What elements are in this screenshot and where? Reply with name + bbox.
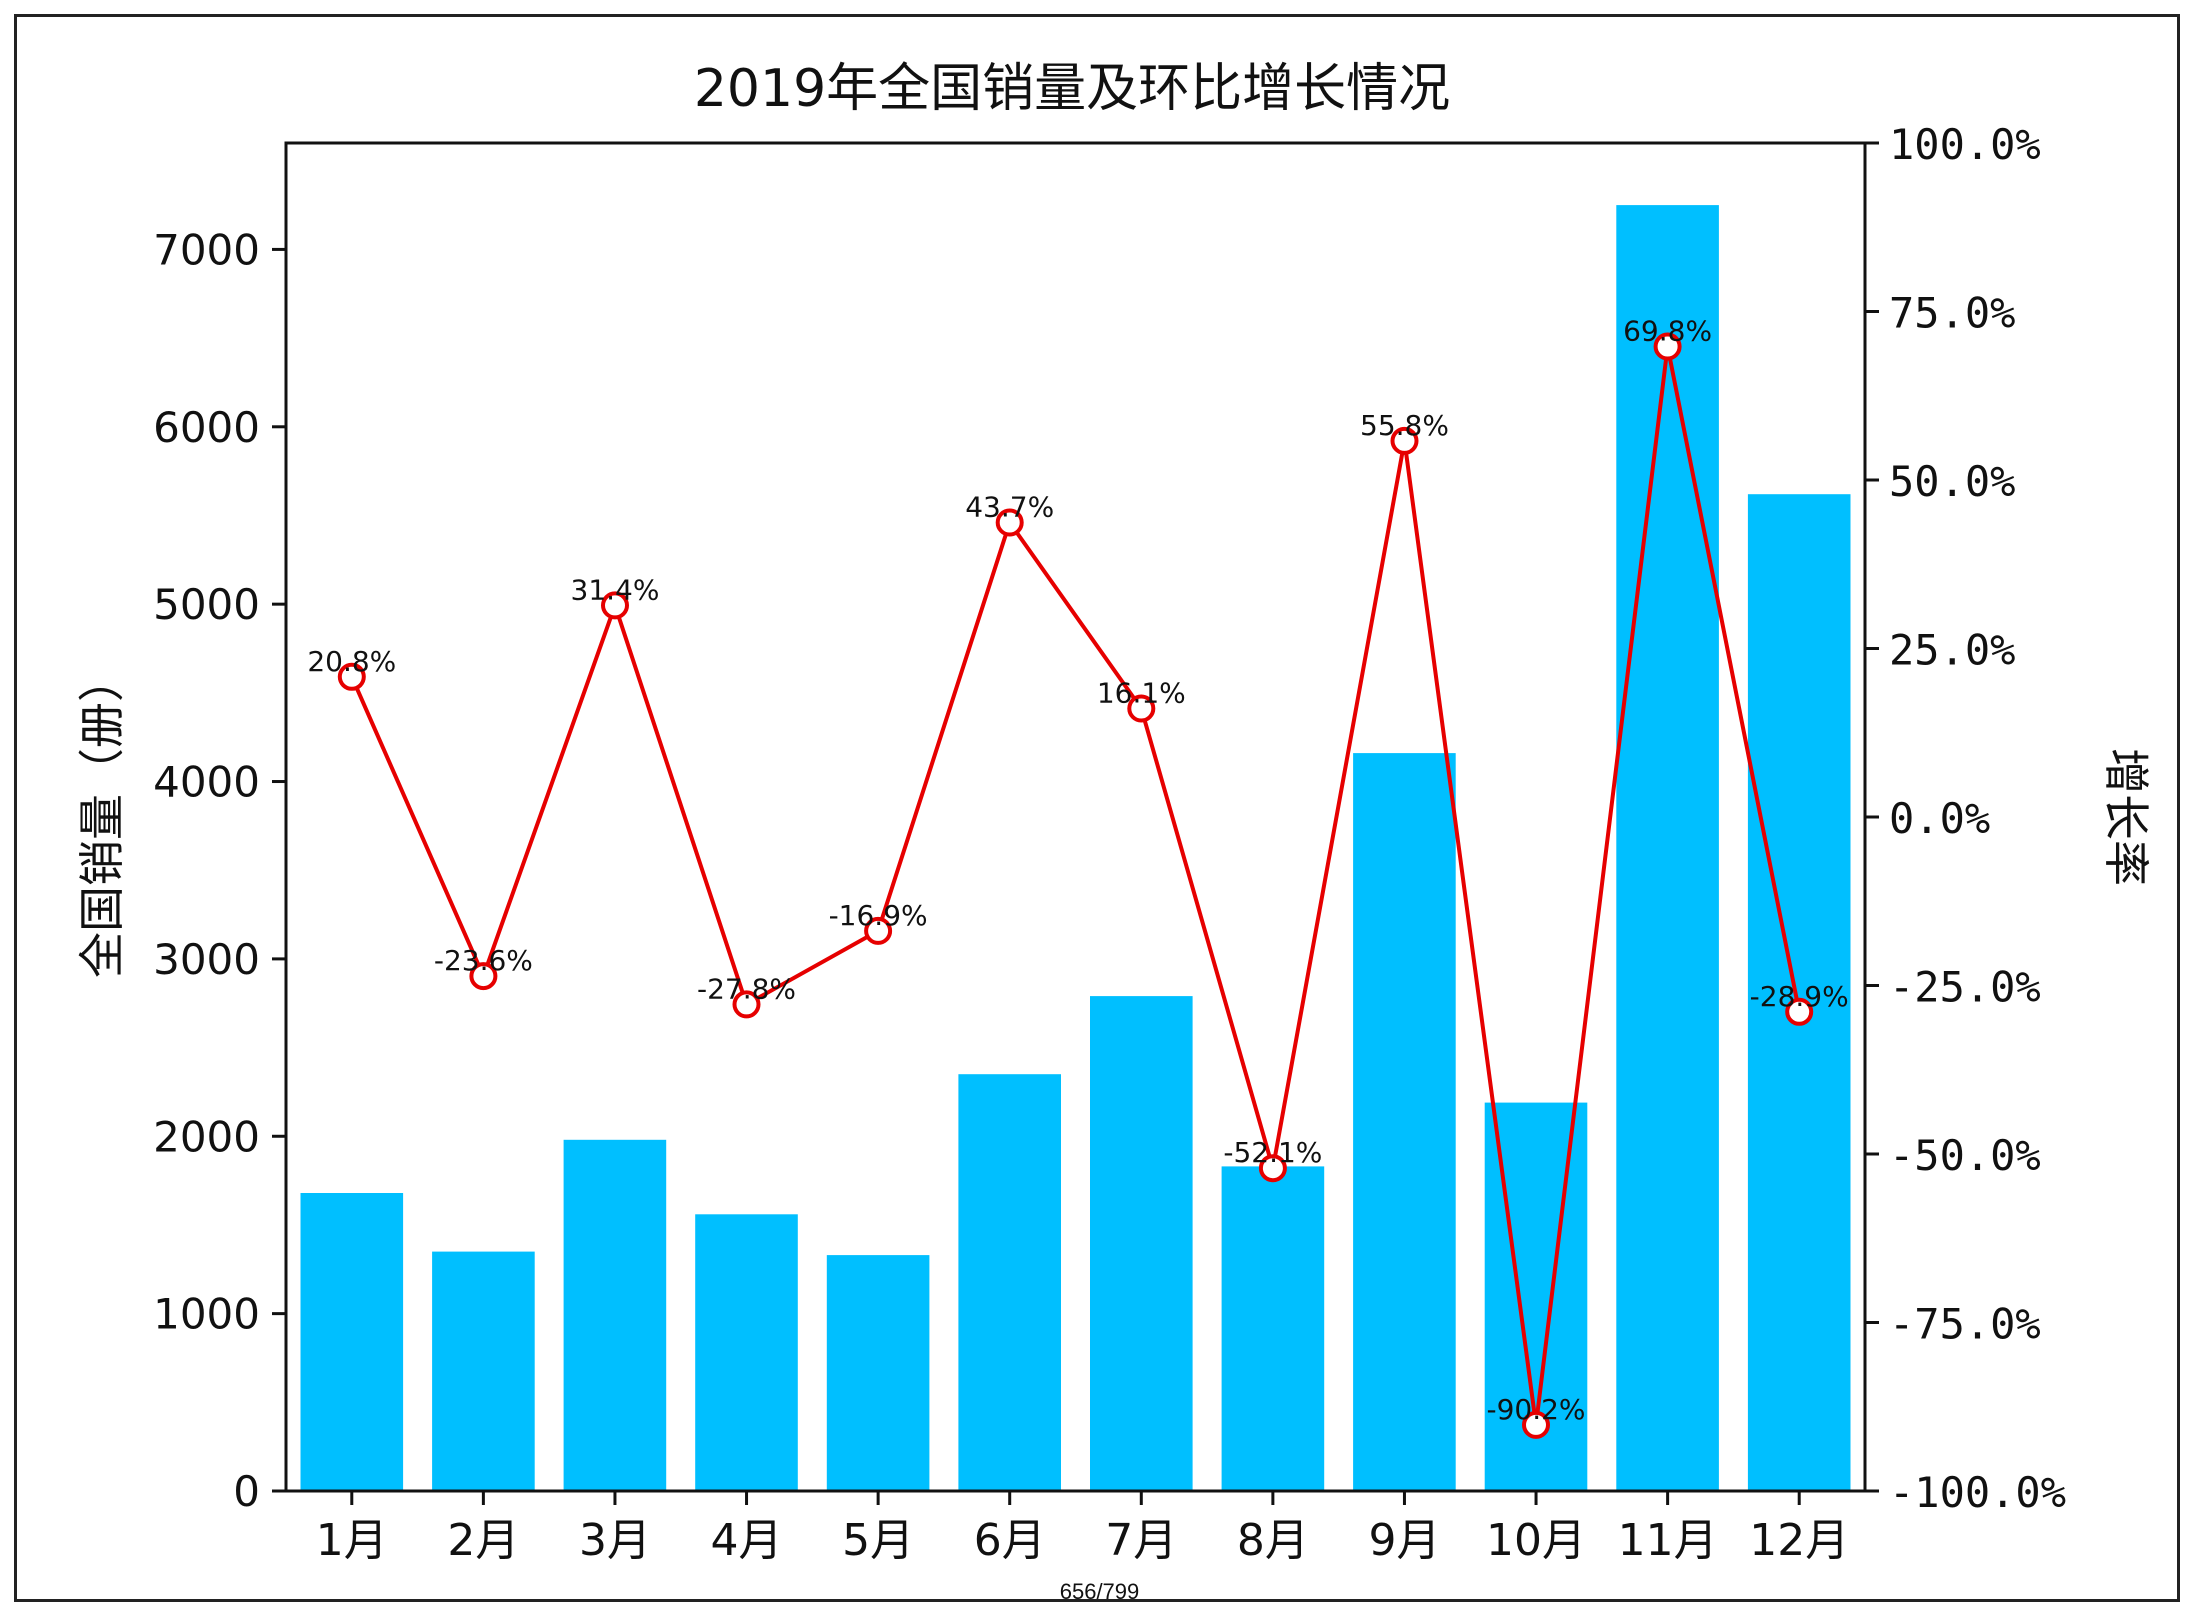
x-tick-label: 1月 <box>316 1515 388 1566</box>
right-tick-label: 75.0% <box>1889 289 2015 338</box>
x-tick-label: 4月 <box>711 1515 783 1566</box>
x-tick-label: 8月 <box>1237 1515 1309 1566</box>
growth-label-8: -52.1% <box>1223 1136 1322 1169</box>
left-tick-label: 0 <box>233 1467 260 1516</box>
x-tick-label: 9月 <box>1368 1515 1440 1566</box>
left-tick-label: 2000 <box>153 1112 260 1161</box>
x-tick-label: 10月 <box>1486 1515 1586 1566</box>
growth-point-11 <box>1653 332 1682 361</box>
left-tick-label: 6000 <box>153 403 260 452</box>
right-tick-label: -25.0% <box>1889 963 2041 1012</box>
left-tick-label: 4000 <box>153 758 260 807</box>
growth-label-3: 31.4% <box>571 573 660 606</box>
right-tick-label: 0.0% <box>1889 794 1990 843</box>
right-tick-label: 100.0% <box>1889 120 2041 169</box>
growth-point-9 <box>1390 426 1419 455</box>
growth-point-10 <box>1522 1410 1550 1439</box>
bar-4 <box>695 1214 798 1491</box>
bar-8 <box>1221 1166 1325 1491</box>
bar-7 <box>1090 996 1193 1491</box>
bar-5 <box>826 1255 930 1491</box>
x-tick-label: 7月 <box>1105 1515 1177 1566</box>
growth-point-8 <box>1258 1154 1287 1183</box>
left-y-axis: 0 1000 2000 3000 4000 5000 6000 7000 <box>153 225 286 1516</box>
left-tick-label: 5000 <box>153 580 260 629</box>
x-tick-label: 3月 <box>579 1515 651 1566</box>
right-tick-label: -100.0% <box>1889 1468 2066 1517</box>
x-tick-label: 12月 <box>1749 1515 1849 1566</box>
growth-point-2 <box>469 962 498 991</box>
bar-1 <box>300 1193 404 1491</box>
growth-line-series: 20.8% -23.6% 31.4% -27.8% -16.9% 43.7% 16.1% -5… <box>307 315 1849 1439</box>
chart-title: 2019年全国销量及环比增长情况 <box>694 59 1450 119</box>
x-tick-label: 5月 <box>842 1515 914 1566</box>
x-axis: 1月 2月 3月 4月 5月 6月 7月 8月 9月 10月 11月 12月 <box>316 1491 1849 1566</box>
x-tick-label: 11月 <box>1618 1515 1718 1566</box>
right-y-axis: -100.0% -75.0% -50.0% -25.0% 0.0% 25.0% 50.0% 7… <box>1865 120 2066 1517</box>
x-tick-label: 2月 <box>447 1515 519 1566</box>
bar-2 <box>432 1251 535 1491</box>
growth-label-9: 55.8% <box>1360 409 1449 442</box>
bar-12 <box>1747 494 1851 1491</box>
figure-frame <box>14 14 2180 1602</box>
bar-3 <box>563 1139 667 1491</box>
left-tick-label: 7000 <box>153 225 260 274</box>
growth-point-1 <box>337 662 366 691</box>
left-axis-label: 全国销量（册） <box>75 656 129 978</box>
right-tick-label: -50.0% <box>1889 1131 2041 1180</box>
growth-label-1: 20.8% <box>307 645 396 678</box>
growth-label-5: -16.9% <box>829 899 928 932</box>
left-tick-label: 3000 <box>153 935 260 984</box>
growth-point-5 <box>864 916 893 945</box>
growth-label-12: -28.9% <box>1750 980 1849 1013</box>
bar-series <box>300 205 1851 1492</box>
growth-line <box>349 344 1802 1427</box>
right-axis-label: 增长率 <box>2099 748 2153 886</box>
growth-point-7 <box>1127 694 1156 723</box>
growth-label-7: 16.1% <box>1097 677 1186 710</box>
x-tick-label: 6月 <box>974 1515 1046 1566</box>
growth-point-6 <box>995 508 1024 537</box>
page-number: 656/799 <box>1059 1579 1140 1604</box>
growth-point-3 <box>601 591 629 620</box>
right-tick-label: 50.0% <box>1889 457 2015 506</box>
right-tick-label: -75.0% <box>1889 1300 2041 1349</box>
growth-point-4 <box>732 990 761 1019</box>
growth-label-2: -23.6% <box>434 944 533 977</box>
left-tick-label: 1000 <box>153 1290 260 1339</box>
bar-9 <box>1353 753 1456 1491</box>
right-tick-label: 25.0% <box>1889 626 2015 675</box>
growth-point-12 <box>1785 997 1814 1026</box>
bar-6 <box>958 1074 1061 1491</box>
bar-11 <box>1616 205 1719 1492</box>
growth-label-10: -90.2% <box>1486 1393 1585 1426</box>
growth-label-6: 43.7% <box>965 491 1054 524</box>
growth-label-11: 69.8% <box>1623 315 1712 348</box>
growth-label-4: -27.8% <box>697 972 796 1005</box>
